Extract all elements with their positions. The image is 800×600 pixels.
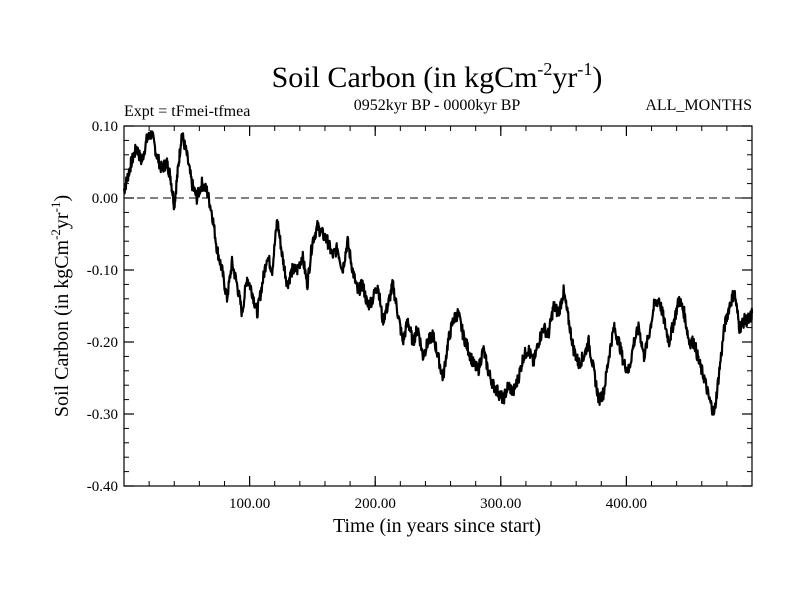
chart-title-sup1: -2 — [537, 59, 552, 79]
plot-frame — [123, 125, 753, 487]
subtitle-left: Expt = tFmei-tfmea — [124, 103, 250, 120]
chart-title: Soil Carbon (in kgCm-2yr-1) — [272, 59, 603, 94]
y-tick-label: -0.10 — [87, 263, 118, 279]
x-tick-label: 200.00 — [355, 496, 396, 512]
y-axis-label-main: Soil Carbon (in kgCm — [51, 239, 73, 417]
chart-title-main: Soil Carbon (in kgCm — [272, 61, 538, 94]
x-tick-label: 400.00 — [606, 496, 647, 512]
series-line-soil-carbon — [122, 130, 754, 416]
x-axis-label: Time (in years since start) — [333, 515, 541, 537]
y-axis-label-end: ) — [51, 195, 73, 202]
y-tick-label: 0.10 — [92, 119, 118, 135]
y-tick-label: 0.00 — [92, 191, 118, 207]
y-tick-label: -0.20 — [87, 335, 118, 351]
axis-ticks — [123, 125, 753, 487]
chart-title-mid: yr — [552, 61, 577, 94]
subtitle-right: ALL_MONTHS — [645, 97, 752, 114]
y-tick-label: -0.40 — [87, 479, 118, 495]
axis-tick-labels: 100.00 200.00 300.00 400.00 0.10 0.00 -0.10 -0.… — [87, 119, 647, 512]
chart-title-sup2: -1 — [577, 59, 592, 79]
y-tick-label: -0.30 — [87, 407, 118, 423]
y-axis-label-sup2: -1 — [48, 202, 63, 213]
y-axis-label: Soil Carbon (in kgCm-2yr-1) — [48, 195, 73, 417]
x-tick-label: 100.00 — [229, 496, 270, 512]
y-axis-label-mid: yr — [51, 212, 73, 229]
chart-title-end: ) — [592, 61, 602, 94]
y-axis-label-sup1: -2 — [48, 229, 63, 240]
x-tick-label: 300.00 — [480, 496, 521, 512]
subtitle-center: 0952kyr BP - 0000kyr BP — [354, 97, 521, 114]
